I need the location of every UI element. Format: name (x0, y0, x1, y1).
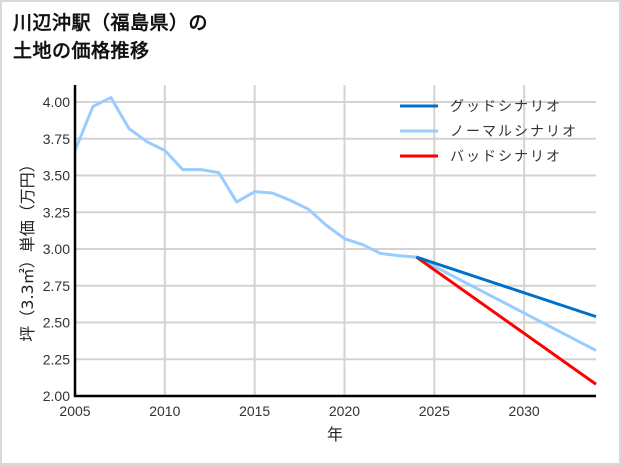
axes (73, 85, 596, 398)
series-line (73, 96, 597, 352)
y-tick-label: 3.75 (43, 131, 70, 147)
x-tick-label: 2025 (419, 403, 450, 419)
y-tick-label: 3.00 (43, 241, 70, 257)
series-line (415, 255, 597, 319)
y-tick-label: 3.25 (43, 204, 70, 220)
y-tick-label: 2.50 (43, 315, 70, 331)
y-tick-label: 4.00 (43, 94, 70, 110)
legend-label: バッドシナリオ (450, 149, 562, 165)
x-axis-label: 年 (327, 425, 343, 444)
y-tick-label: 2.00 (43, 388, 70, 404)
y-tick-label: 3.50 (43, 168, 70, 184)
y-tick-label: 2.75 (43, 278, 70, 294)
title-line-2: 土地の価格推移 (13, 40, 150, 62)
title-line-1: 川辺沖駅（福島県）の (13, 12, 209, 34)
tick-labels: 2.00 2.25 2.50 2.75 3.00 3.25 3.50 3.75 4.00 2005… (43, 94, 540, 419)
data-series (73, 96, 597, 386)
legend-label: ノーマルシナリオ (450, 124, 578, 140)
y-tick-label: 2.25 (43, 351, 70, 367)
series-line (415, 255, 597, 386)
grid-lines (74, 85, 596, 397)
y-axis-label: 坪（3.3㎡）単価（万円） (18, 156, 37, 341)
x-tick-label: 2020 (329, 403, 360, 419)
x-tick-label: 2010 (149, 403, 180, 419)
x-tick-label: 2030 (509, 403, 540, 419)
chart-title: 川辺沖駅（福島県）の 土地の価格推移 (13, 9, 208, 65)
x-tick-label: 2015 (239, 403, 270, 419)
x-tick-label: 2005 (59, 403, 90, 419)
legend-label: グッドシナリオ (450, 99, 562, 115)
